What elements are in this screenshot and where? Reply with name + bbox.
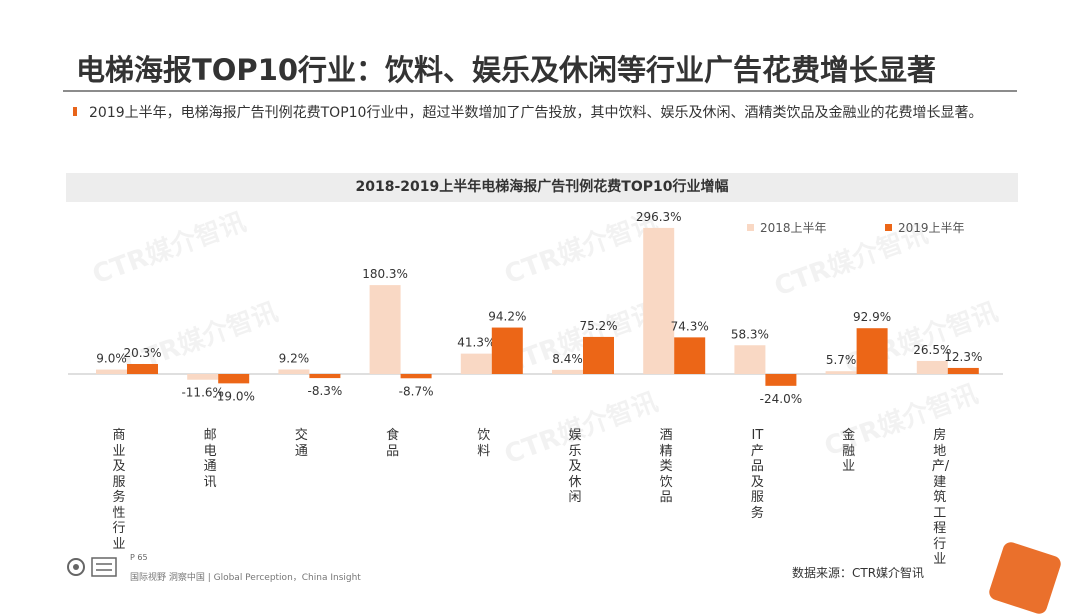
chart-title: 2018-2019上半年电梯海报广告刊例花费TOP10行业增幅 (355, 179, 729, 195)
bar-2019-2 (309, 374, 341, 379)
data-label-2018-3: 180.3% (362, 267, 408, 281)
data-label-2019-8: 92.9% (853, 310, 891, 324)
bar-2018-2 (278, 369, 310, 374)
data-label-2019-4: 94.2% (488, 310, 526, 324)
bar-2019-9 (947, 367, 979, 374)
data-source: 数据来源：CTR媒介智讯 (792, 566, 925, 580)
bar-2018-7 (734, 345, 766, 374)
page-number: P 65 (130, 553, 148, 562)
title-divider (63, 90, 1017, 92)
bar-2019-5 (583, 336, 614, 374)
data-label-2018-8: 5.7% (826, 353, 857, 367)
bar-2018-9 (916, 360, 948, 374)
bar-2019-8 (856, 328, 888, 374)
category-label-0: 商业及服务性行业 (112, 428, 126, 552)
data-label-2019-5: 75.2% (579, 319, 617, 333)
data-label-2018-0: 9.0% (96, 352, 127, 366)
category-label-5: 娱乐及休闲 (568, 428, 582, 505)
data-label-2018-9: 26.5% (913, 343, 951, 357)
legend-swatch-2018 (747, 223, 754, 231)
bar-2018-1 (187, 374, 219, 380)
footer-tagline: 国际视野 洞察中国 | Global Perception，China Insi… (130, 573, 361, 583)
bar-2018-3 (369, 285, 401, 374)
bullet-marker (73, 107, 77, 116)
category-label-6: 酒精类饮品 (659, 428, 673, 505)
data-label-2018-6: 296.3% (636, 210, 682, 224)
bar-2018-0 (96, 369, 127, 374)
category-label-7: IT产品及服务 (750, 428, 764, 521)
data-label-2019-2: -8.3% (307, 384, 342, 398)
category-label-2: 交通 (294, 428, 308, 459)
legend-label-2018: 2018上半年 (760, 220, 827, 235)
category-label-3: 食品 (386, 428, 400, 459)
bar-2019-0 (127, 363, 158, 374)
category-label-8: 金融业 (842, 428, 856, 474)
page-title: 电梯海报TOP10行业：饮料、娱乐及休闲等行业广告花费增长显著 (76, 53, 937, 87)
category-label-9: 房地产/建筑工程行业 (931, 428, 950, 567)
data-label-2019-3: -8.7% (399, 384, 434, 398)
legend-swatch-2019 (885, 223, 892, 231)
bar-2019-1 (218, 374, 250, 384)
legend-2019: 2019上半年 (885, 217, 965, 237)
data-label-2019-7: -24.0% (760, 392, 802, 406)
data-label-2019-0: 20.3% (123, 346, 161, 360)
data-label-2019-9: 12.3% (944, 350, 982, 364)
bar-2019-7 (765, 374, 797, 386)
chart-title-band (66, 173, 1018, 202)
legend-label-2019: 2019上半年 (898, 220, 965, 235)
data-label-2018-7: 58.3% (731, 327, 769, 341)
data-label-2018-1: -11.6% (181, 386, 223, 400)
data-label-2019-6: 74.3% (671, 319, 709, 333)
data-label-2018-2: 9.2% (279, 351, 310, 365)
legend-2018: 2018上半年 (747, 217, 827, 237)
footer-logo-icon (67, 557, 117, 577)
bar-2018-6 (643, 227, 675, 374)
category-label-1: 邮电通讯 (203, 428, 217, 490)
data-label-2018-4: 41.3% (457, 336, 495, 350)
bar-2018-4 (460, 353, 492, 374)
bar-2018-8 (825, 371, 857, 374)
summary-text: 2019上半年，电梯海报广告刊例花费TOP10行业中，超过半数增加了广告投放，其… (89, 105, 983, 121)
bar-2019-4 (491, 327, 523, 374)
category-label-4: 饮料 (477, 428, 491, 459)
bar-2018-5 (552, 369, 583, 374)
bar-2019-6 (674, 337, 706, 374)
data-label-2018-5: 8.4% (552, 352, 583, 366)
data-label-2019-1: -19.0% (212, 389, 254, 403)
bar-2019-3 (400, 374, 432, 379)
